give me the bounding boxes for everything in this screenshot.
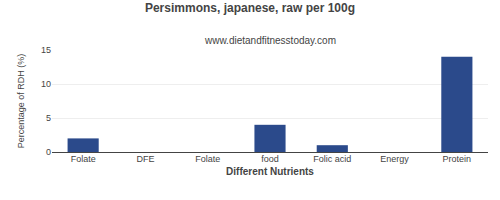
- svg-text:15: 15: [41, 45, 51, 55]
- svg-text:www.dietandfitnesstoday.com: www.dietandfitnesstoday.com: [204, 35, 336, 46]
- svg-text:DFE: DFE: [136, 154, 154, 164]
- svg-text:food: food: [261, 154, 279, 164]
- svg-text:10: 10: [41, 79, 51, 89]
- svg-text:0: 0: [46, 147, 51, 157]
- svg-text:Folate: Folate: [71, 154, 96, 164]
- svg-text:Different Nutrients: Different Nutrients: [226, 166, 314, 177]
- svg-text:Folate: Folate: [195, 154, 220, 164]
- svg-text:Persimmons, japanese, raw per: Persimmons, japanese, raw per 100g: [145, 1, 355, 15]
- svg-text:Percentage of RDH (%): Percentage of RDH (%): [16, 54, 26, 149]
- svg-text:Folic acid: Folic acid: [313, 154, 351, 164]
- svg-text:Protein: Protein: [443, 154, 472, 164]
- svg-text:Energy: Energy: [380, 154, 409, 164]
- svg-text:5: 5: [46, 113, 51, 123]
